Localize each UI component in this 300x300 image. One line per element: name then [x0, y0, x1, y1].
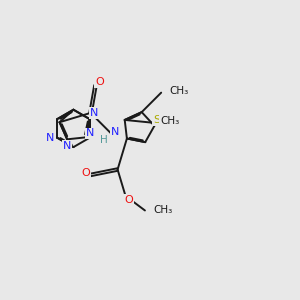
Text: N: N — [46, 133, 55, 143]
Text: N: N — [85, 128, 94, 138]
Text: O: O — [124, 195, 133, 205]
Text: CH₃: CH₃ — [160, 116, 179, 126]
Text: O: O — [81, 168, 90, 178]
Text: S: S — [153, 115, 160, 125]
Text: CH₃: CH₃ — [169, 86, 188, 96]
Text: O: O — [95, 77, 104, 87]
Text: H: H — [100, 135, 107, 145]
Text: N: N — [90, 108, 99, 118]
Text: CH₃: CH₃ — [153, 206, 172, 215]
Text: N: N — [63, 141, 71, 151]
Text: N: N — [111, 127, 120, 137]
